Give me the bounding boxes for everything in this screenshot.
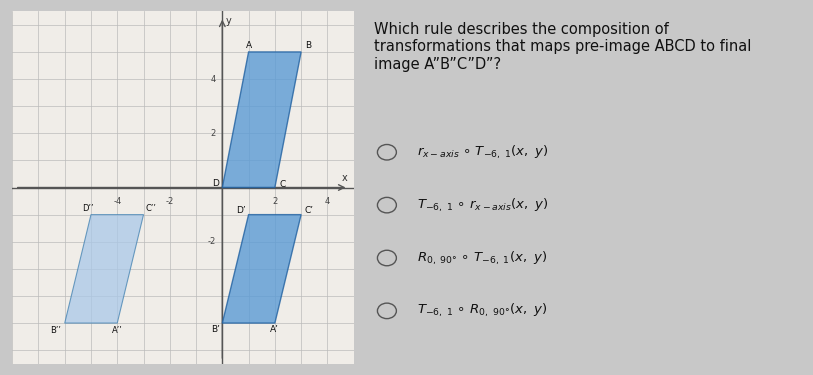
Polygon shape bbox=[65, 214, 144, 323]
Text: C’: C’ bbox=[305, 206, 314, 215]
Text: 4: 4 bbox=[211, 75, 215, 84]
Text: A’: A’ bbox=[271, 326, 280, 334]
Text: D’’: D’’ bbox=[83, 204, 94, 213]
Text: 4: 4 bbox=[324, 197, 330, 206]
Text: $T_{-6,\ 1}$ ∘ $R_{0,\ 90°}$$(x,\ y)$: $T_{-6,\ 1}$ ∘ $R_{0,\ 90°}$$(x,\ y)$ bbox=[417, 302, 547, 320]
Text: C: C bbox=[280, 180, 286, 189]
Text: D: D bbox=[212, 179, 220, 188]
Polygon shape bbox=[222, 52, 301, 188]
Text: A: A bbox=[246, 40, 252, 50]
Text: $R_{0,\ 90°}$ ∘ $T_{-6,\ 1}$$(x,\ y)$: $R_{0,\ 90°}$ ∘ $T_{-6,\ 1}$$(x,\ y)$ bbox=[417, 249, 547, 267]
Text: $r_{x-axis}$ ∘ $T_{-6,\ 1}$$(x,\ y)$: $r_{x-axis}$ ∘ $T_{-6,\ 1}$$(x,\ y)$ bbox=[417, 144, 549, 161]
Text: -2: -2 bbox=[166, 197, 174, 206]
Text: 2: 2 bbox=[211, 129, 215, 138]
Text: $T_{-6,\ 1}$ ∘ $r_{x-axis}$$(x,\ y)$: $T_{-6,\ 1}$ ∘ $r_{x-axis}$$(x,\ y)$ bbox=[417, 196, 549, 214]
Text: Which rule describes the composition of
transformations that maps pre-image ABCD: Which rule describes the composition of … bbox=[374, 22, 751, 72]
Text: -2: -2 bbox=[207, 237, 215, 246]
Text: A’’: A’’ bbox=[112, 326, 123, 335]
Text: B’’: B’’ bbox=[50, 326, 61, 335]
Text: x: x bbox=[341, 173, 347, 183]
Text: C’’: C’’ bbox=[146, 204, 157, 213]
Text: y: y bbox=[226, 16, 232, 26]
Text: D’: D’ bbox=[236, 206, 246, 215]
Text: B: B bbox=[305, 40, 311, 50]
Text: -4: -4 bbox=[113, 197, 121, 206]
Text: B’: B’ bbox=[211, 326, 220, 334]
Polygon shape bbox=[222, 214, 301, 323]
Text: 2: 2 bbox=[272, 197, 277, 206]
